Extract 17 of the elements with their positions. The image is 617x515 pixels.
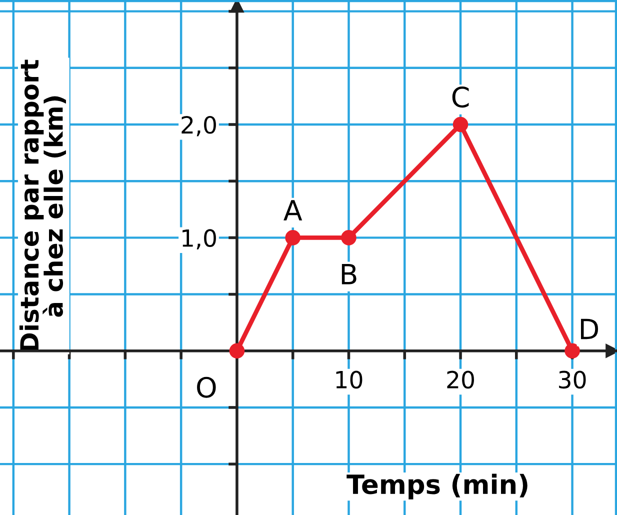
point	[229, 343, 245, 359]
annotation: D	[580, 318, 598, 340]
y-axis-title: Distance par rapport à chez elle (km)	[19, 60, 66, 350]
x-tick-label: 10	[336, 370, 362, 389]
y-tick-label: 1,0	[182, 229, 216, 250]
x-tick-label: 20	[447, 370, 474, 389]
point	[285, 230, 300, 246]
annotation: B	[342, 264, 356, 284]
point	[564, 343, 580, 359]
point	[341, 230, 356, 246]
annotation: C	[452, 86, 469, 108]
x-tick-label: 30	[559, 370, 586, 389]
x-axis-title: Temps (min)	[346, 474, 528, 500]
y-tick-label: 2,0	[182, 116, 216, 136]
annotation: A	[284, 200, 302, 220]
point	[452, 116, 468, 132]
annotation: O	[197, 376, 216, 398]
